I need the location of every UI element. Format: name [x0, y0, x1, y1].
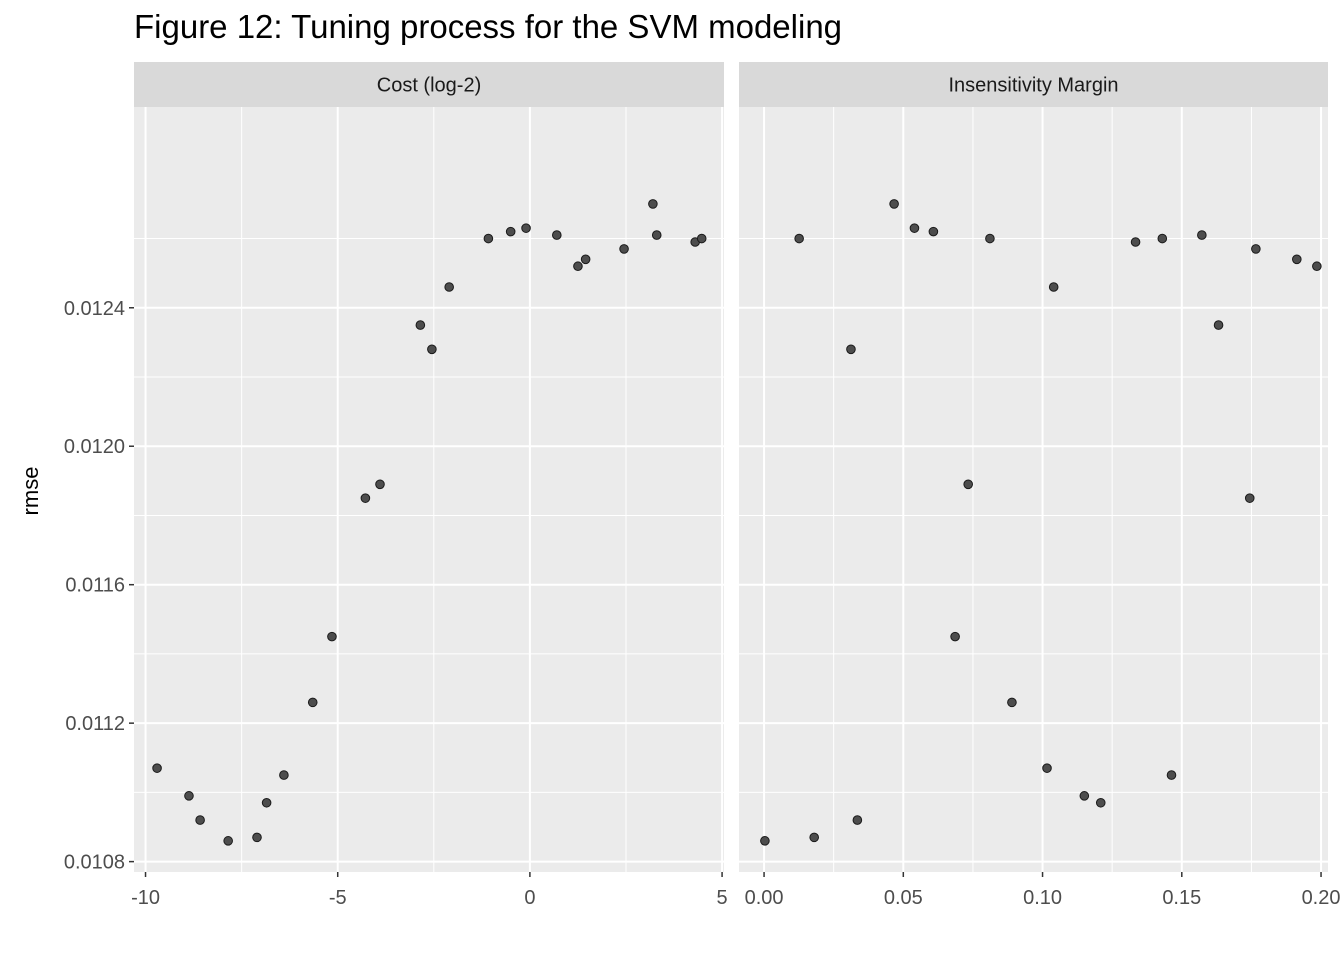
- facet-strip-label: Cost (log-2): [377, 75, 481, 97]
- data-point: [889, 199, 899, 209]
- data-point: [505, 226, 516, 237]
- data-point: [223, 836, 233, 846]
- data-point: [1166, 770, 1177, 780]
- data-point: [521, 223, 531, 233]
- facet-panel-cost: Cost (log-2) -10 -5 0 5 0.0108 0.0112 0.0116 0.0…: [64, 62, 728, 909]
- data-point: [619, 244, 629, 254]
- data-point: [648, 199, 658, 209]
- panels-layer: Cost (log-2) -10 -5 0 5 0.0108 0.0112 0.0116 0.0…: [64, 62, 1341, 909]
- x-tick-label: 0: [524, 887, 535, 909]
- data-point: [1042, 763, 1052, 773]
- data-point: [1312, 261, 1322, 272]
- x-tick-label: 5: [717, 887, 728, 909]
- data-point: [152, 763, 162, 773]
- data-point: [327, 631, 337, 642]
- facet-panel-margin: Insensitivity Margin 0.00 0.05 0.10 0.15 0.20: [739, 62, 1341, 909]
- data-point: [909, 223, 920, 233]
- data-point: [307, 697, 318, 708]
- data-point: [852, 815, 863, 825]
- data-point: [651, 230, 662, 240]
- data-point: [963, 479, 973, 490]
- facet-strip: [134, 62, 724, 107]
- data-point: [261, 797, 272, 808]
- x-tick-label: -10: [131, 887, 160, 909]
- panel-background: [739, 107, 1328, 872]
- data-point: [184, 791, 194, 801]
- data-point: [552, 230, 562, 240]
- data-point: [846, 344, 856, 355]
- x-tick-label: -5: [329, 887, 347, 909]
- facet-strip: [739, 62, 1328, 107]
- data-point: [195, 815, 205, 825]
- data-point: [580, 254, 591, 265]
- data-point: [1048, 282, 1059, 292]
- data-point: [1079, 791, 1090, 801]
- y-axis-title: rmse: [18, 467, 43, 516]
- data-point: [950, 631, 960, 642]
- data-point: [696, 233, 707, 244]
- y-tick-label: 0.0108: [64, 852, 125, 874]
- data-point: [360, 493, 371, 503]
- data-point: [415, 320, 426, 330]
- data-point: [483, 233, 494, 244]
- chart-title: Figure 12: Tuning process for the SVM mo…: [134, 8, 843, 45]
- data-point: [427, 344, 437, 355]
- data-point: [252, 832, 262, 843]
- y-tick-label: 0.0124: [64, 298, 125, 320]
- data-point: [794, 233, 804, 244]
- x-tick-label: 0.15: [1162, 887, 1201, 909]
- data-point: [1095, 797, 1106, 808]
- panel-background: [134, 107, 724, 872]
- data-point: [1244, 493, 1255, 503]
- y-tick-label: 0.0120: [64, 436, 125, 458]
- data-point: [760, 836, 770, 846]
- data-point: [1197, 230, 1207, 240]
- data-point: [279, 770, 289, 780]
- data-point: [573, 261, 583, 272]
- data-point: [1130, 237, 1141, 247]
- x-tick-label: 0.10: [1023, 887, 1062, 909]
- x-tick-label: 0.05: [884, 887, 923, 909]
- data-point: [985, 233, 995, 244]
- data-point: [1157, 233, 1168, 244]
- y-tick-label: 0.0112: [65, 713, 125, 735]
- data-point: [375, 479, 385, 490]
- x-tick-label: 0.00: [745, 887, 784, 909]
- data-point: [444, 282, 454, 292]
- data-point: [928, 226, 939, 237]
- data-point: [1292, 254, 1302, 265]
- data-point: [1213, 320, 1224, 330]
- y-tick-label: 0.0116: [65, 575, 125, 597]
- data-point: [1251, 244, 1261, 254]
- data-point: [809, 832, 819, 843]
- x-tick-label: 0.20: [1302, 887, 1341, 909]
- data-point: [1007, 697, 1017, 708]
- facet-strip-label: Insensitivity Margin: [948, 75, 1118, 97]
